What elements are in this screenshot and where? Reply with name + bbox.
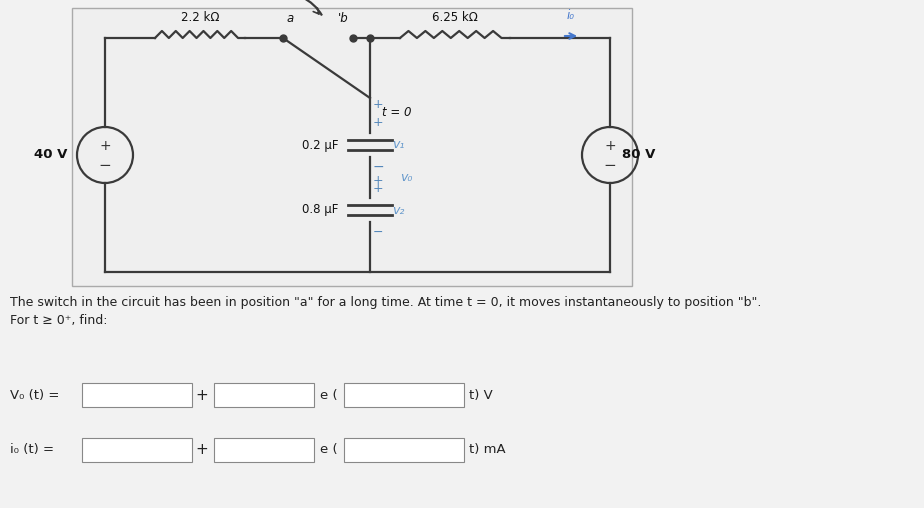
FancyBboxPatch shape: [214, 438, 314, 462]
Text: v₀: v₀: [400, 171, 412, 184]
Text: t = 0: t = 0: [382, 106, 411, 119]
FancyBboxPatch shape: [344, 438, 464, 462]
Bar: [72, 8, 632, 286]
Text: −: −: [99, 157, 112, 173]
Text: 80 V: 80 V: [622, 148, 655, 162]
Text: +: +: [372, 116, 383, 130]
Text: a: a: [287, 12, 294, 25]
Text: 'b: 'b: [338, 12, 349, 25]
Text: For t ≥ 0⁺, find:: For t ≥ 0⁺, find:: [10, 314, 107, 327]
Text: e (: e (: [320, 443, 337, 457]
Text: +: +: [196, 442, 209, 458]
Text: e (: e (: [320, 389, 337, 401]
Text: −: −: [603, 157, 616, 173]
Text: v₁: v₁: [392, 139, 405, 151]
Text: V₀ (t) =: V₀ (t) =: [10, 389, 59, 401]
Text: +: +: [372, 174, 383, 186]
FancyBboxPatch shape: [82, 383, 192, 407]
FancyBboxPatch shape: [214, 383, 314, 407]
FancyBboxPatch shape: [82, 438, 192, 462]
Text: 0.2 μF: 0.2 μF: [301, 139, 338, 151]
Text: 2.2 kΩ: 2.2 kΩ: [181, 11, 219, 24]
Text: +: +: [604, 139, 615, 153]
Text: +: +: [372, 99, 383, 111]
Text: 0.8 μF: 0.8 μF: [301, 204, 338, 216]
Text: +: +: [372, 181, 383, 195]
Text: i₀ (t) =: i₀ (t) =: [10, 443, 54, 457]
Text: The switch in the circuit has been in position "a" for a long time. At time t = : The switch in the circuit has been in po…: [10, 296, 761, 309]
Text: i₀: i₀: [567, 9, 575, 22]
Text: +: +: [99, 139, 111, 153]
FancyBboxPatch shape: [344, 383, 464, 407]
Text: −: −: [372, 226, 383, 238]
Text: −: −: [372, 160, 383, 174]
Text: +: +: [196, 388, 209, 402]
Text: t) mA: t) mA: [469, 443, 505, 457]
Text: t) V: t) V: [469, 389, 492, 401]
Text: 40 V: 40 V: [33, 148, 67, 162]
Text: v₂: v₂: [392, 204, 405, 216]
Text: 6.25 kΩ: 6.25 kΩ: [432, 11, 478, 24]
